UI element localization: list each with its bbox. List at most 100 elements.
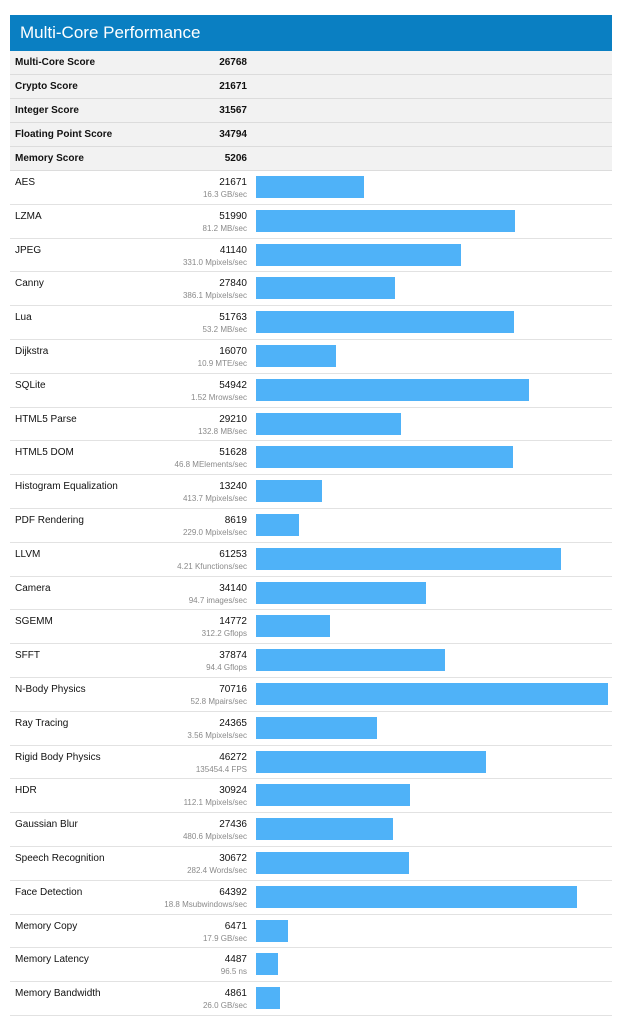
- summary-name: Memory Score: [15, 153, 84, 164]
- summary-score: 34794: [219, 129, 247, 140]
- benchmark-score: 64392: [219, 886, 247, 898]
- benchmark-row: Ray Tracing 24365 3.56 Mpixels/sec: [10, 711, 612, 746]
- benchmark-row: JPEG 41140 331.0 Mpixels/sec: [10, 238, 612, 273]
- benchmark-bar: [256, 581, 426, 604]
- benchmark-score: 51763: [219, 312, 247, 324]
- benchmark-bar: [256, 547, 561, 570]
- benchmark-name: Dijkstra: [15, 345, 49, 357]
- benchmark-bar: [256, 818, 393, 841]
- summary-name: Multi-Core Score: [15, 57, 96, 68]
- benchmark-bar: [256, 649, 445, 672]
- benchmark-score: 21671: [219, 177, 247, 188]
- benchmark-row: Memory Bandwidth 4861 26.0 GB/sec: [10, 982, 612, 1016]
- benchmark-name: Memory Copy: [15, 920, 78, 932]
- benchmark-score: 41140: [219, 244, 247, 256]
- benchmark-bar: [256, 446, 513, 469]
- benchmark-row: HTML5 DOM 51628 46.8 MElements/sec: [10, 441, 612, 476]
- benchmark-score: 46272: [219, 751, 247, 763]
- benchmark-score: 4861: [224, 988, 247, 1000]
- benchmark-score: 51990: [219, 210, 247, 222]
- benchmark-rate: 10.9 MTE/sec: [197, 358, 247, 368]
- benchmark-rate: 312.2 Gflops: [201, 629, 247, 639]
- benchmark-name: SFFT: [15, 650, 40, 662]
- benchmark-rate: 480.6 Mpixels/sec: [182, 832, 247, 842]
- benchmark-score: 37874: [219, 650, 247, 662]
- benchmark-rate: 81.2 MB/sec: [202, 223, 247, 233]
- benchmark-row: Lua 51763 53.2 MB/sec: [10, 306, 612, 340]
- benchmark-score: 6471: [224, 920, 247, 932]
- benchmark-bar: [256, 851, 409, 874]
- benchmark-score: 30924: [219, 785, 247, 797]
- benchmark-rate: 46.8 MElements/sec: [174, 460, 247, 470]
- benchmark-score: 51628: [219, 447, 247, 459]
- benchmark-row: Canny 27840 386.1 Mpixels/sec: [10, 272, 612, 307]
- benchmark-rate: 331.0 Mpixels/sec: [182, 257, 247, 267]
- benchmark-row: Gaussian Blur 27436 480.6 Mpixels/sec: [10, 813, 612, 847]
- benchmark-rate: 229.0 Mpixels/sec: [182, 527, 247, 537]
- summary-score: 31567: [219, 105, 247, 116]
- benchmark-name: Memory Latency: [15, 954, 89, 966]
- benchmark-bar: [256, 480, 322, 503]
- benchmark-bar: [256, 176, 364, 198]
- benchmark-bar: [256, 209, 515, 232]
- benchmark-row: HDR 30924 112.1 Mpixels/sec: [10, 779, 612, 814]
- benchmark-rate: 52.8 Mpairs/sec: [190, 696, 247, 706]
- benchmark-name: HTML5 DOM: [15, 447, 74, 459]
- benchmark-name: Canny: [15, 278, 44, 290]
- benchmark-score: 27436: [219, 819, 247, 831]
- benchmark-score: 27840: [219, 278, 247, 290]
- benchmark-rate: 26.0 GB/sec: [202, 1001, 247, 1011]
- benchmark-name: AES: [15, 177, 36, 188]
- benchmark-row: SQLite 54942 1.52 Mrows/sec: [10, 373, 612, 408]
- benchmark-bar: [256, 378, 529, 401]
- benchmark-rate: 132.8 MB/sec: [198, 426, 247, 436]
- summary-row: Multi-Core Score 26768: [10, 51, 612, 75]
- multi-core-performance-panel: Multi-Core Performance Multi-Core Score 2…: [10, 15, 612, 1016]
- benchmark-name: Memory Bandwidth: [15, 988, 101, 1000]
- benchmark-bar: [256, 987, 280, 1010]
- benchmark-name: SGEMM: [15, 616, 53, 628]
- summary-name: Integer Score: [15, 105, 79, 116]
- benchmark-row: SGEMM 14772 312.2 Gflops: [10, 610, 612, 645]
- summary-row: Memory Score 5206: [10, 147, 612, 171]
- benchmark-rate: 413.7 Mpixels/sec: [182, 494, 247, 504]
- benchmark-row: LZMA 51990 81.2 MB/sec: [10, 204, 612, 239]
- benchmark-name: Lua: [15, 312, 32, 324]
- benchmark-rate: 53.2 MB/sec: [202, 325, 247, 335]
- benchmark-name: LLVM: [15, 548, 41, 560]
- benchmark-score: 30672: [219, 852, 247, 864]
- benchmark-name: Ray Tracing: [15, 717, 69, 729]
- benchmark-score: 34140: [219, 582, 247, 594]
- benchmark-row: Memory Latency 4487 96.5 ns: [10, 948, 612, 983]
- benchmark-list: AES 21671 16.3 GB/sec LZMA 51990 81.2 MB/sec J…: [10, 171, 612, 1016]
- benchmark-row: PDF Rendering 8619 229.0 Mpixels/sec: [10, 508, 612, 543]
- summary-scores: Multi-Core Score 26768 Crypto Score 21671 In…: [10, 51, 612, 171]
- benchmark-row: Memory Copy 6471 17.9 GB/sec: [10, 914, 612, 949]
- benchmark-rate: 94.7 images/sec: [188, 595, 247, 605]
- summary-score: 5206: [224, 153, 247, 164]
- benchmark-score: 70716: [219, 683, 247, 695]
- benchmark-name: PDF Rendering: [15, 514, 84, 526]
- benchmark-row: HTML5 Parse 29210 132.8 MB/sec: [10, 407, 612, 442]
- benchmark-bar: [256, 784, 410, 807]
- panel-title: Multi-Core Performance: [10, 15, 612, 51]
- summary-row: Crypto Score 21671: [10, 75, 612, 99]
- summary-score: 26768: [219, 57, 247, 68]
- benchmark-score: 16070: [219, 345, 247, 357]
- summary-name: Crypto Score: [15, 81, 78, 92]
- benchmark-name: HTML5 Parse: [15, 413, 77, 425]
- summary-score: 21671: [219, 81, 247, 92]
- benchmark-score: 54942: [219, 379, 247, 391]
- benchmark-score: 24365: [219, 717, 247, 729]
- benchmark-rate: 386.1 Mpixels/sec: [182, 291, 247, 301]
- benchmark-bar: [256, 615, 330, 638]
- benchmark-rate: 16.3 GB/sec: [202, 190, 247, 199]
- benchmark-name: Speech Recognition: [15, 852, 105, 864]
- benchmark-score: 61253: [219, 548, 247, 560]
- benchmark-row: LLVM 61253 4.21 Kfunctions/sec: [10, 542, 612, 577]
- benchmark-name: N-Body Physics: [15, 683, 86, 695]
- benchmark-rate: 112.1 Mpixels/sec: [183, 798, 247, 808]
- benchmark-name: JPEG: [15, 244, 42, 256]
- benchmark-score: 4487: [224, 954, 247, 966]
- benchmark-bar: [256, 311, 514, 334]
